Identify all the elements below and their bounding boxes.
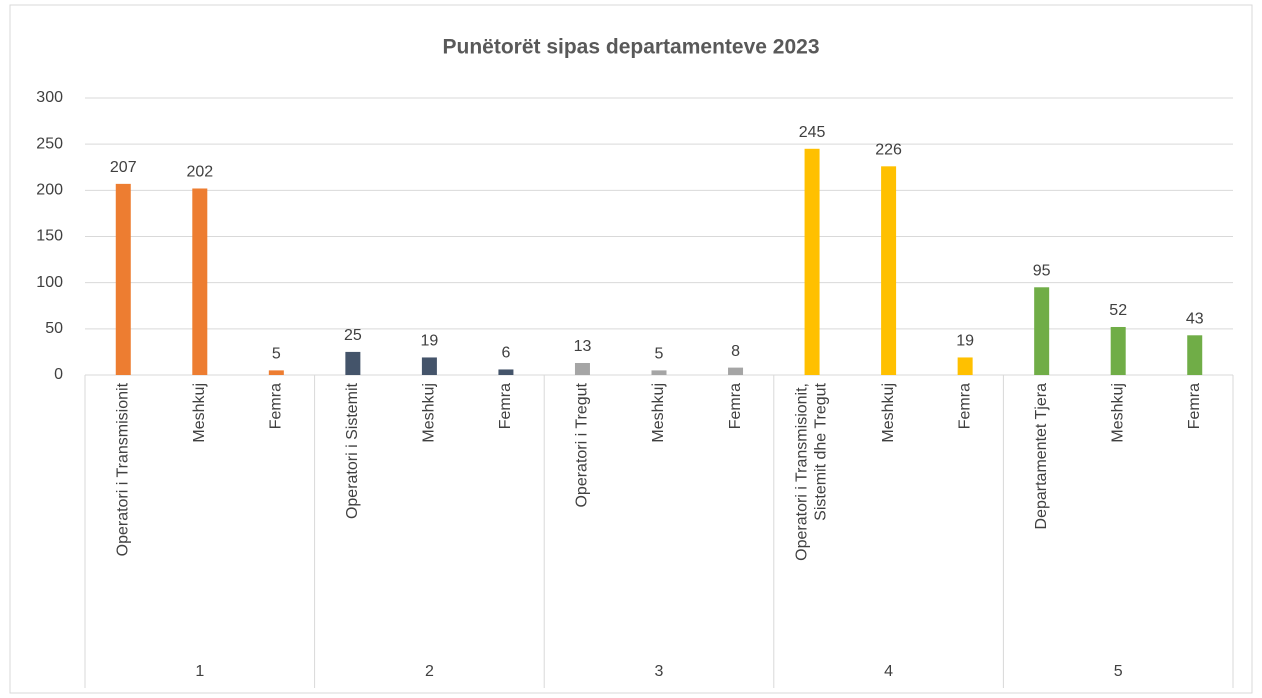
y-tick-label: 200 <box>36 182 63 199</box>
group-label: 4 <box>884 663 893 680</box>
x-tick-label: Meshkuj <box>421 383 438 443</box>
x-tick-label: Femra <box>1186 383 1203 429</box>
x-tick-label: Operatori i Transmisionit <box>114 382 131 556</box>
x-tick-label: Departamentet Tjera <box>1033 383 1050 530</box>
bar <box>574 362 590 375</box>
data-label: 226 <box>875 142 902 159</box>
bar <box>268 370 284 375</box>
bar <box>192 188 208 375</box>
data-label: 202 <box>186 164 213 181</box>
group-label: 3 <box>655 663 664 680</box>
data-label: 245 <box>799 124 826 141</box>
bar <box>498 369 514 375</box>
data-label: 52 <box>1109 302 1127 319</box>
chart-title: Punëtorët sipas departamenteve 2023 <box>443 36 820 59</box>
x-tick-label: Femra <box>727 383 744 429</box>
y-tick-label: 0 <box>54 366 63 383</box>
x-tick-label: Operatori i Sistemit <box>344 382 361 519</box>
x-tick-label: Meshkuj <box>1109 383 1126 443</box>
bar <box>1187 335 1203 375</box>
data-label: 5 <box>272 346 281 363</box>
group-label: 1 <box>195 663 204 680</box>
bar <box>804 148 820 375</box>
data-label: 25 <box>344 327 362 344</box>
y-tick-label: 150 <box>36 228 63 245</box>
bar <box>651 370 667 375</box>
data-label: 5 <box>655 346 664 363</box>
x-tick-label: Operatori i Tregut <box>574 382 591 507</box>
bar <box>115 183 131 375</box>
data-label: 6 <box>501 345 510 362</box>
bar <box>881 166 897 375</box>
data-label: 43 <box>1186 311 1204 328</box>
x-tick-label: Meshkuj <box>191 383 208 443</box>
data-label: 207 <box>110 159 137 176</box>
y-tick-label: 250 <box>36 135 63 152</box>
x-tick-label: Femra <box>956 383 973 429</box>
bar <box>728 367 744 375</box>
bar <box>345 351 361 375</box>
group-label: 5 <box>1114 663 1123 680</box>
group-label: 2 <box>425 663 434 680</box>
x-tick-label: Femra <box>268 383 285 429</box>
bar <box>957 357 973 375</box>
data-label: 8 <box>731 343 740 360</box>
bar <box>421 357 437 375</box>
data-label: 19 <box>956 333 974 350</box>
data-label: 95 <box>1033 263 1051 280</box>
x-tick-label: Meshkuj <box>650 383 667 443</box>
y-tick-label: 300 <box>36 89 63 106</box>
y-tick-label: 100 <box>36 274 63 291</box>
bar <box>1034 287 1050 375</box>
x-tick-label: Femra <box>497 383 514 429</box>
data-label: 19 <box>421 333 439 350</box>
x-tick-label: Operatori i Transmisionit, Sistemit dhe T… <box>794 382 830 560</box>
x-tick-label: Meshkuj <box>880 383 897 443</box>
y-tick-label: 50 <box>45 320 63 337</box>
bar <box>1110 326 1126 375</box>
data-label: 13 <box>574 338 592 355</box>
